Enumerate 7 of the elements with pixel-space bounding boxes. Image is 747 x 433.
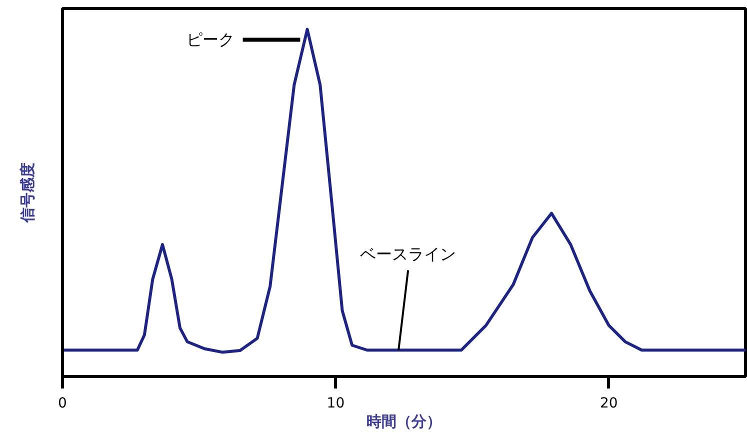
x-tick-label: 20 (600, 396, 618, 412)
annotation: ベースライン (360, 244, 456, 264)
annotation: ピーク (186, 30, 235, 50)
x-tick-label: 0 (58, 396, 67, 412)
y-axis-title: 信号感度 (18, 162, 36, 224)
x-axis-title: 時間（分） (366, 412, 442, 430)
x-tick-label: 10 (326, 396, 345, 412)
